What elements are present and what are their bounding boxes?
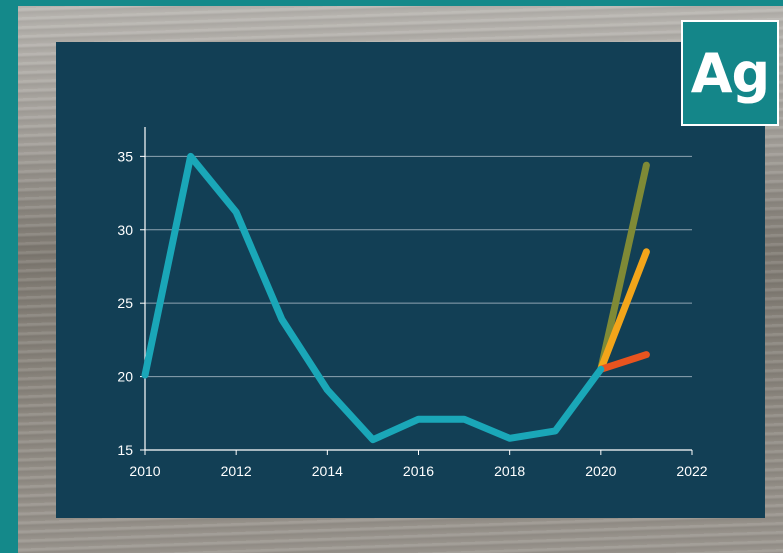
y-tick-labels: 15 20 25 30 35 bbox=[117, 148, 133, 458]
series-line-3 bbox=[597, 351, 650, 373]
y-tick-label: 30 bbox=[117, 222, 133, 238]
x-tick-labels: 2010 2012 2014 2016 2018 2020 2022 bbox=[129, 463, 707, 479]
gridlines bbox=[145, 155, 692, 378]
series-line-2 bbox=[597, 248, 650, 373]
x-tick-label: 2020 bbox=[585, 463, 616, 479]
chart-panel bbox=[56, 42, 765, 518]
x-tick-label: 2016 bbox=[403, 463, 434, 479]
y-tick-label: 15 bbox=[117, 442, 133, 458]
frame-left-bar bbox=[0, 0, 18, 553]
y-tick-label: 25 bbox=[117, 295, 133, 311]
y-tick-label: 35 bbox=[117, 148, 133, 164]
x-tick-label: 2012 bbox=[221, 463, 252, 479]
x-tick-label: 2022 bbox=[676, 463, 707, 479]
axes bbox=[140, 127, 693, 455]
series-line-0 bbox=[141, 152, 605, 444]
x-tick-label: 2010 bbox=[129, 463, 160, 479]
series-lines bbox=[141, 152, 650, 444]
element-symbol-badge: Ag bbox=[681, 20, 779, 126]
x-tick-label: 2018 bbox=[494, 463, 525, 479]
x-tick-label: 2014 bbox=[312, 463, 343, 479]
y-tick-label: 20 bbox=[117, 369, 133, 385]
series-line-1 bbox=[597, 161, 650, 373]
frame-top-bar bbox=[0, 0, 783, 6]
